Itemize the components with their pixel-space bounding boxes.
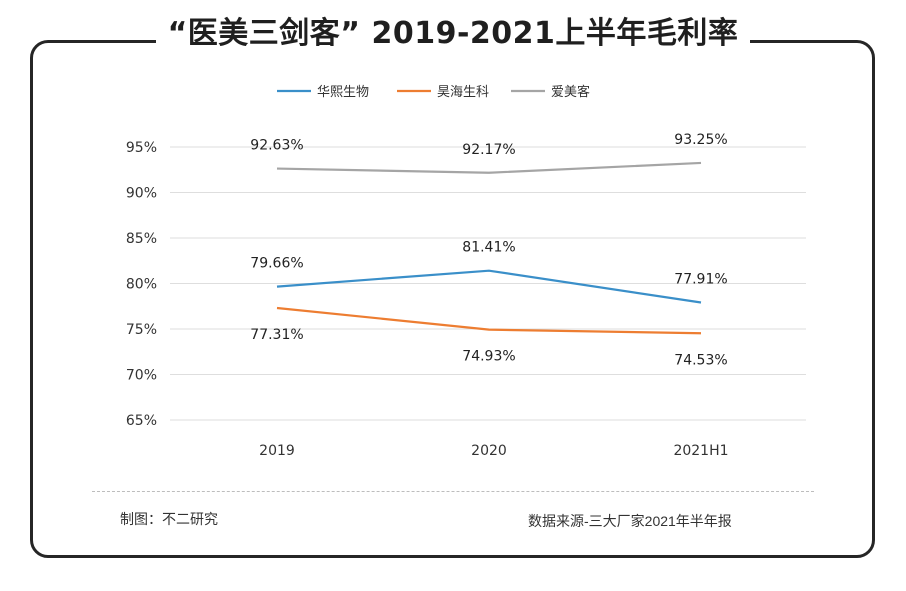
footer-separator (92, 491, 814, 492)
y-tick-label: 65% (126, 413, 157, 429)
data-label: 74.53% (674, 352, 727, 368)
x-tick-label: 2019 (259, 443, 295, 459)
y-tick-label: 85% (126, 231, 157, 247)
credit-text: 制图：不二研究 (120, 511, 218, 527)
x-tick-label: 2020 (471, 443, 507, 459)
x-axis-ticks: 2019 2020 2021H1 (259, 443, 728, 459)
y-tick-label: 80% (126, 277, 157, 293)
series-lines (276, 161, 702, 335)
source-text: 数据来源-三大厂家2021年半年报 (528, 513, 732, 529)
y-axis-ticks: 95% 90% 85% 80% 75% 70% 65% (126, 140, 157, 429)
data-label: 81.41% (462, 240, 515, 256)
legend-label: 昊海生科 (437, 85, 489, 100)
data-label: 77.31% (250, 327, 303, 343)
legend: 华熙生物 昊海生科 爱美客 (277, 84, 590, 100)
chart-title: “医美三剑客” 2019-2021上半年毛利率 (0, 8, 906, 52)
data-label: 92.63% (250, 138, 303, 154)
y-tick-label: 95% (126, 140, 157, 156)
data-labels: 79.66% 81.41% 77.91% 77.31% 74.93% 74.53% 92.6… (250, 132, 727, 368)
data-label: 92.17% (462, 142, 515, 158)
data-label: 74.93% (462, 349, 515, 365)
legend-label: 爱美客 (551, 84, 590, 100)
series-line-3 (276, 161, 702, 174)
grid-lines (170, 146, 806, 421)
data-label: 77.91% (674, 272, 727, 288)
y-tick-label: 70% (126, 368, 157, 384)
series-line-2 (276, 306, 702, 335)
data-label: 79.66% (250, 256, 303, 272)
legend-label: 华熙生物 (317, 85, 369, 100)
data-label: 93.25% (674, 132, 727, 148)
chart-title-text: “医美三剑客” 2019-2021上半年毛利率 (155, 16, 751, 51)
series-line-1 (276, 269, 702, 304)
x-tick-label: 2021H1 (673, 443, 728, 459)
y-tick-label: 90% (126, 186, 157, 202)
y-tick-label: 75% (126, 322, 157, 338)
